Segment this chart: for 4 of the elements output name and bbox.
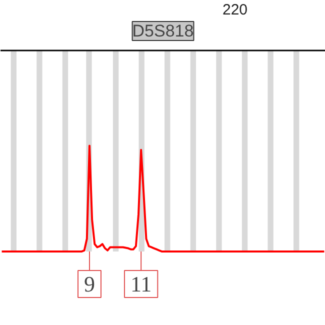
- chart-title: D5S818: [132, 22, 194, 40]
- text: 220: [222, 2, 248, 18]
- text: 9: [84, 272, 95, 296]
- text: 11: [130, 272, 152, 296]
